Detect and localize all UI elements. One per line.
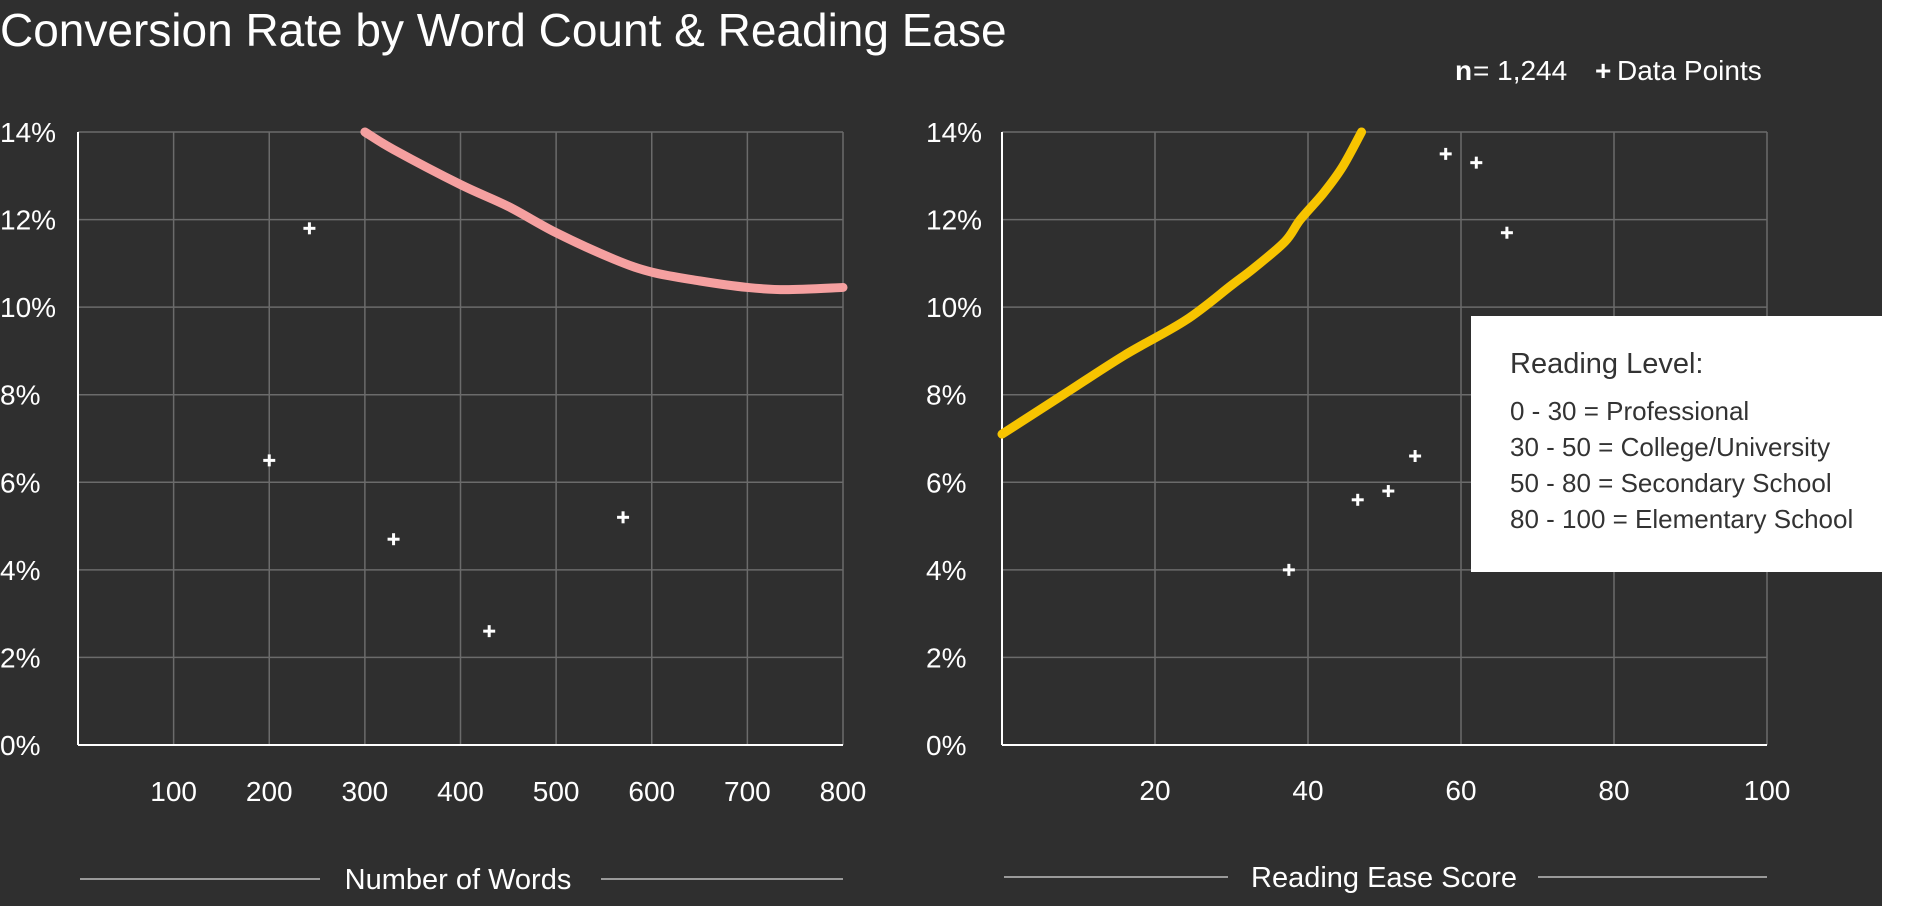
x-tick-label: 200 [246, 776, 293, 807]
x-tick-label: 100 [1744, 775, 1791, 806]
data-point [263, 454, 276, 467]
trend-line [360, 127, 848, 295]
x-tick-label: 100 [150, 776, 197, 807]
data-point [1500, 226, 1513, 239]
y-tick-label: 10% [926, 292, 982, 323]
y-tick-label: 12% [926, 205, 982, 236]
data-point [1439, 147, 1452, 160]
reading-level-legend-line: 50 - 80 = Secondary School [1510, 468, 1832, 498]
reading-level-legend-box [1471, 316, 1885, 572]
reading-ease-chart: 0% 2% 4% 6% 8% 10% 12% 14% 20 40 60 80 100 Reading Ea… [926, 117, 1790, 894]
data-points-label: Data Points [1617, 55, 1762, 86]
sample-size-note: n = 1,244 + Data Points [1455, 55, 1762, 86]
x-tick-label: 300 [342, 776, 389, 807]
data-point [1409, 450, 1422, 463]
y-tick-label: 6% [0, 467, 40, 498]
y-tick-label: 4% [926, 555, 966, 586]
y-tick-label: 14% [926, 117, 982, 148]
data-point [303, 222, 316, 235]
x-tick-label: 400 [437, 776, 484, 807]
y-tick-label: 10% [0, 292, 56, 323]
y-tick-label: 8% [0, 380, 40, 411]
x-tick-label: 40 [1292, 775, 1323, 806]
y-tick-label: 0% [0, 730, 40, 761]
x-tick-label: 600 [628, 776, 675, 807]
data-point [617, 511, 630, 524]
data-point [483, 625, 496, 638]
data-point [387, 533, 400, 546]
x-tick-label: 700 [724, 776, 771, 807]
data-point [1470, 156, 1483, 169]
y-tick-label: 6% [926, 467, 966, 498]
reading-level-legend-line: 30 - 50 = College/University [1510, 432, 1830, 462]
reading-level-legend-line: 80 - 100 = Elementary School [1510, 504, 1853, 534]
reading-level-legend: Reading Level: 0 - 30 = Professional 30 … [1471, 316, 1885, 572]
x-axis-label: Number of Words [345, 864, 572, 896]
x-tick-label: 800 [820, 776, 867, 807]
data-point [1382, 485, 1395, 498]
data-point-marker-glyph: + [1595, 55, 1611, 86]
x-tick-label: 500 [533, 776, 580, 807]
y-tick-label: 14% [0, 117, 56, 148]
x-tick-label: 80 [1598, 775, 1629, 806]
y-tick-label: 2% [0, 642, 40, 673]
y-tick-label: 8% [926, 380, 966, 411]
trend-line [997, 127, 1367, 439]
sample-size-label: n [1455, 55, 1472, 86]
data-point [1351, 493, 1364, 506]
word-count-chart: 0% 2% 4% 6% 8% 10% 12% 14% 100 200 300 400 500 600 700… [0, 117, 866, 896]
x-tick-label: 60 [1445, 775, 1476, 806]
chart-title: Conversion Rate by Word Count & Reading … [0, 4, 1007, 56]
reading-level-legend-title: Reading Level: [1510, 348, 1703, 380]
x-tick-label: 20 [1139, 775, 1170, 806]
sample-size-value: = 1,244 [1473, 55, 1567, 86]
x-axis-label: Reading Ease Score [1251, 862, 1517, 894]
reading-level-legend-line: 0 - 30 = Professional [1510, 396, 1749, 426]
data-point [1282, 563, 1295, 576]
y-tick-label: 4% [0, 555, 40, 586]
y-tick-label: 0% [926, 730, 966, 761]
y-tick-label: 12% [0, 205, 56, 236]
y-tick-label: 2% [926, 642, 966, 673]
